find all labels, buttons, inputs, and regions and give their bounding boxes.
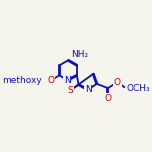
- Text: methoxy: methoxy: [3, 76, 42, 85]
- Text: N: N: [64, 76, 71, 85]
- Text: O: O: [47, 76, 54, 85]
- Text: N: N: [85, 85, 92, 94]
- Text: O: O: [104, 94, 111, 103]
- Text: NH₂: NH₂: [71, 50, 88, 59]
- Text: S: S: [67, 86, 73, 95]
- Text: OCH₃: OCH₃: [127, 84, 151, 93]
- Text: O: O: [114, 78, 121, 86]
